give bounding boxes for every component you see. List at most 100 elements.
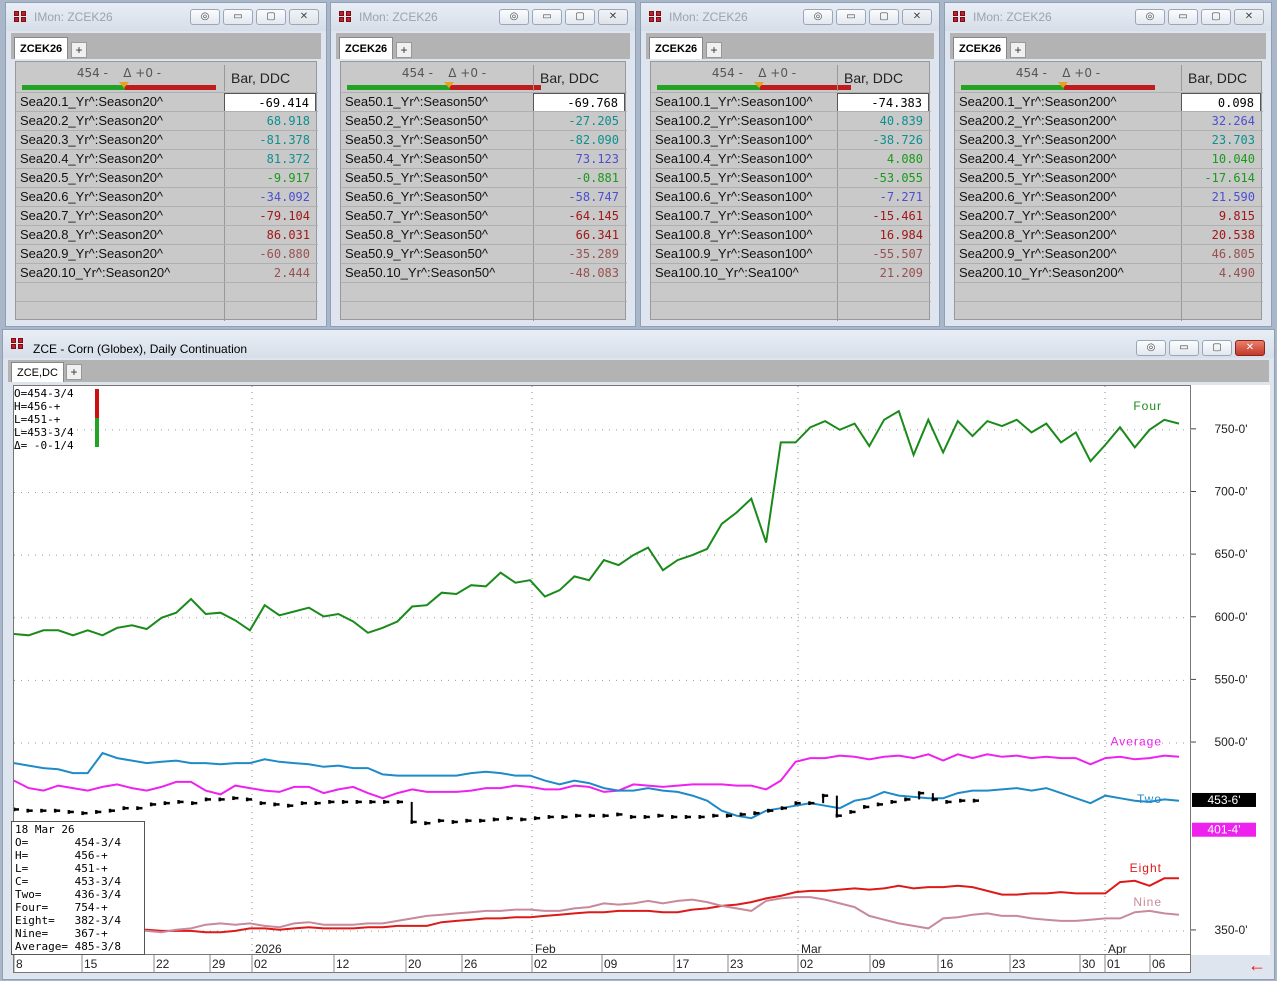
row-value[interactable]: 21.590 <box>1181 188 1261 207</box>
table-row[interactable]: Sea20.8_Yr^:Season20^ 86.031 <box>16 225 318 245</box>
row-value[interactable]: 81.372 <box>224 150 316 169</box>
table-row[interactable]: Sea50.9_Yr^:Season50^ -35.289 <box>341 244 627 264</box>
table-row[interactable]: Sea20.9_Yr^:Season20^ -60.880 <box>16 244 318 264</box>
tab-zcek26[interactable]: ZCEK26 <box>649 37 704 59</box>
row-value[interactable]: 73.123 <box>533 150 625 169</box>
maximize-button[interactable]: ▢ <box>256 9 286 25</box>
chart-plot-area[interactable]: 2026 Feb Mar Apr Four Average Two Eight Nine <box>12 385 1192 956</box>
row-value[interactable]: -79.104 <box>224 207 316 226</box>
table-row[interactable]: Sea100.8_Yr^:Season100^ 16.984 <box>651 225 931 245</box>
row-value[interactable]: 0.098 <box>1181 93 1261 112</box>
tab-zcek26[interactable]: ZCEK26 <box>339 37 394 59</box>
monitor-titlebar[interactable]: IMon: ZCEK26 ◎ ▭ ▢ ✕ <box>331 3 635 31</box>
row-value[interactable]: 23.703 <box>1181 131 1261 150</box>
link-icon[interactable]: ◎ <box>1135 9 1165 25</box>
add-tab-button[interactable]: + <box>66 364 82 380</box>
row-value[interactable]: 10.040 <box>1181 150 1261 169</box>
link-icon[interactable]: ◎ <box>499 9 529 25</box>
table-row[interactable]: Sea100.6_Yr^:Season100^ -7.271 <box>651 187 931 207</box>
table-row[interactable]: Sea100.1_Yr^:Season100^ -74.383 <box>651 92 931 112</box>
table-row[interactable]: Sea50.3_Yr^:Season50^ -82.090 <box>341 130 627 150</box>
table-row[interactable]: Sea100.10_Yr^:Sea100^ 21.209 <box>651 263 931 283</box>
column-header[interactable]: Bar, DDC <box>224 65 316 91</box>
table-row[interactable]: Sea100.5_Yr^:Season100^ -53.055 <box>651 168 931 188</box>
empty-row[interactable] <box>16 301 318 321</box>
row-value[interactable]: -0.881 <box>533 169 625 188</box>
table-row[interactable]: Sea50.8_Yr^:Season50^ 66.341 <box>341 225 627 245</box>
row-value[interactable]: -15.461 <box>837 207 929 226</box>
x-axis[interactable]: 8 15 22 29 02 12 20 26 02 09 17 23 02 09 16 23 30 01 06 <box>13 955 1191 973</box>
row-value[interactable]: -55.507 <box>837 245 929 264</box>
column-header[interactable]: Bar, DDC <box>1181 65 1261 91</box>
row-value[interactable]: -48.083 <box>533 264 625 283</box>
table-row[interactable]: Sea100.9_Yr^:Season100^ -55.507 <box>651 244 931 264</box>
table-row[interactable]: Sea200.5_Yr^:Season200^ -17.614 <box>955 168 1263 188</box>
row-value[interactable]: 9.815 <box>1181 207 1261 226</box>
row-value[interactable]: 66.341 <box>533 226 625 245</box>
tab-zcek26[interactable]: ZCEK26 <box>14 37 69 59</box>
table-row[interactable]: Sea200.7_Yr^:Season200^ 9.815 <box>955 206 1263 226</box>
table-row[interactable]: Sea20.1_Yr^:Season20^ -69.414 <box>16 92 318 112</box>
row-value[interactable]: -64.145 <box>533 207 625 226</box>
add-tab-button[interactable]: + <box>1010 42 1026 58</box>
row-value[interactable]: -74.383 <box>837 93 929 112</box>
table-row[interactable]: Sea200.3_Yr^:Season200^ 23.703 <box>955 130 1263 150</box>
row-value[interactable]: -38.726 <box>837 131 929 150</box>
table-row[interactable]: Sea100.7_Yr^:Season100^ -15.461 <box>651 206 931 226</box>
row-value[interactable]: 16.984 <box>837 226 929 245</box>
table-row[interactable]: Sea200.8_Yr^:Season200^ 20.538 <box>955 225 1263 245</box>
row-value[interactable]: -60.880 <box>224 245 316 264</box>
empty-row[interactable] <box>955 282 1263 302</box>
close-button[interactable]: ✕ <box>1234 9 1264 25</box>
row-value[interactable]: 4.080 <box>837 150 929 169</box>
row-value[interactable]: -27.205 <box>533 112 625 131</box>
row-value[interactable]: -81.378 <box>224 131 316 150</box>
maximize-button[interactable]: ▢ <box>1202 340 1232 356</box>
row-value[interactable]: -53.055 <box>837 169 929 188</box>
table-row[interactable]: Sea50.4_Yr^:Season50^ 73.123 <box>341 149 627 169</box>
column-header[interactable]: Bar, DDC <box>837 65 929 91</box>
empty-row[interactable] <box>651 301 931 321</box>
row-value[interactable]: 21.209 <box>837 264 929 283</box>
table-row[interactable]: Sea20.7_Yr^:Season20^ -79.104 <box>16 206 318 226</box>
table-row[interactable]: Sea200.10_Yr^:Season200^ 4.490 <box>955 263 1263 283</box>
scroll-left-arrow-icon[interactable]: ← <box>1248 955 1266 975</box>
table-row[interactable]: Sea50.5_Yr^:Season50^ -0.881 <box>341 168 627 188</box>
row-value[interactable]: -58.747 <box>533 188 625 207</box>
table-row[interactable]: Sea200.2_Yr^:Season200^ 32.264 <box>955 111 1263 131</box>
close-button[interactable]: ✕ <box>289 9 319 25</box>
table-row[interactable]: Sea20.4_Yr^:Season20^ 81.372 <box>16 149 318 169</box>
monitor-titlebar[interactable]: IMon: ZCEK26 ◎ ▭ ▢ ✕ <box>641 3 939 31</box>
row-value[interactable]: -17.614 <box>1181 169 1261 188</box>
tab-zcek26[interactable]: ZCEK26 <box>953 37 1008 59</box>
close-button[interactable]: ✕ <box>598 9 628 25</box>
minimize-button[interactable]: ▭ <box>223 9 253 25</box>
table-row[interactable]: Sea100.4_Yr^:Season100^ 4.080 <box>651 149 931 169</box>
empty-row[interactable] <box>651 282 931 302</box>
table-row[interactable]: Sea200.9_Yr^:Season200^ 46.805 <box>955 244 1263 264</box>
monitor-titlebar[interactable]: IMon: ZCEK26 ◎ ▭ ▢ ✕ <box>6 3 326 31</box>
row-value[interactable]: 32.264 <box>1181 112 1261 131</box>
table-row[interactable]: Sea20.5_Yr^:Season20^ -9.917 <box>16 168 318 188</box>
row-value[interactable]: -69.414 <box>224 93 316 112</box>
add-tab-button[interactable]: + <box>706 42 722 58</box>
row-value[interactable]: 40.839 <box>837 112 929 131</box>
close-button[interactable]: ✕ <box>902 9 932 25</box>
table-row[interactable]: Sea50.10_Yr^:Season50^ -48.083 <box>341 263 627 283</box>
table-row[interactable]: Sea100.3_Yr^:Season100^ -38.726 <box>651 130 931 150</box>
empty-row[interactable] <box>955 301 1263 321</box>
y-axis[interactable]: 750-0' 700-0' 650-0' 600-0' 550-0' 500-0' 350-… <box>1191 385 1270 955</box>
close-button[interactable]: ✕ <box>1235 340 1265 356</box>
row-value[interactable]: -34.092 <box>224 188 316 207</box>
table-row[interactable]: Sea50.1_Yr^:Season50^ -69.768 <box>341 92 627 112</box>
empty-row[interactable] <box>341 282 627 302</box>
row-value[interactable]: 2.444 <box>224 264 316 283</box>
table-row[interactable]: Sea100.2_Yr^:Season100^ 40.839 <box>651 111 931 131</box>
maximize-button[interactable]: ▢ <box>1201 9 1231 25</box>
table-row[interactable]: Sea20.3_Yr^:Season20^ -81.378 <box>16 130 318 150</box>
maximize-button[interactable]: ▢ <box>565 9 595 25</box>
table-row[interactable]: Sea20.10_Yr^:Season20^ 2.444 <box>16 263 318 283</box>
table-row[interactable]: Sea20.2_Yr^:Season20^ 68.918 <box>16 111 318 131</box>
row-value[interactable]: -35.289 <box>533 245 625 264</box>
table-row[interactable]: Sea20.6_Yr^:Season20^ -34.092 <box>16 187 318 207</box>
